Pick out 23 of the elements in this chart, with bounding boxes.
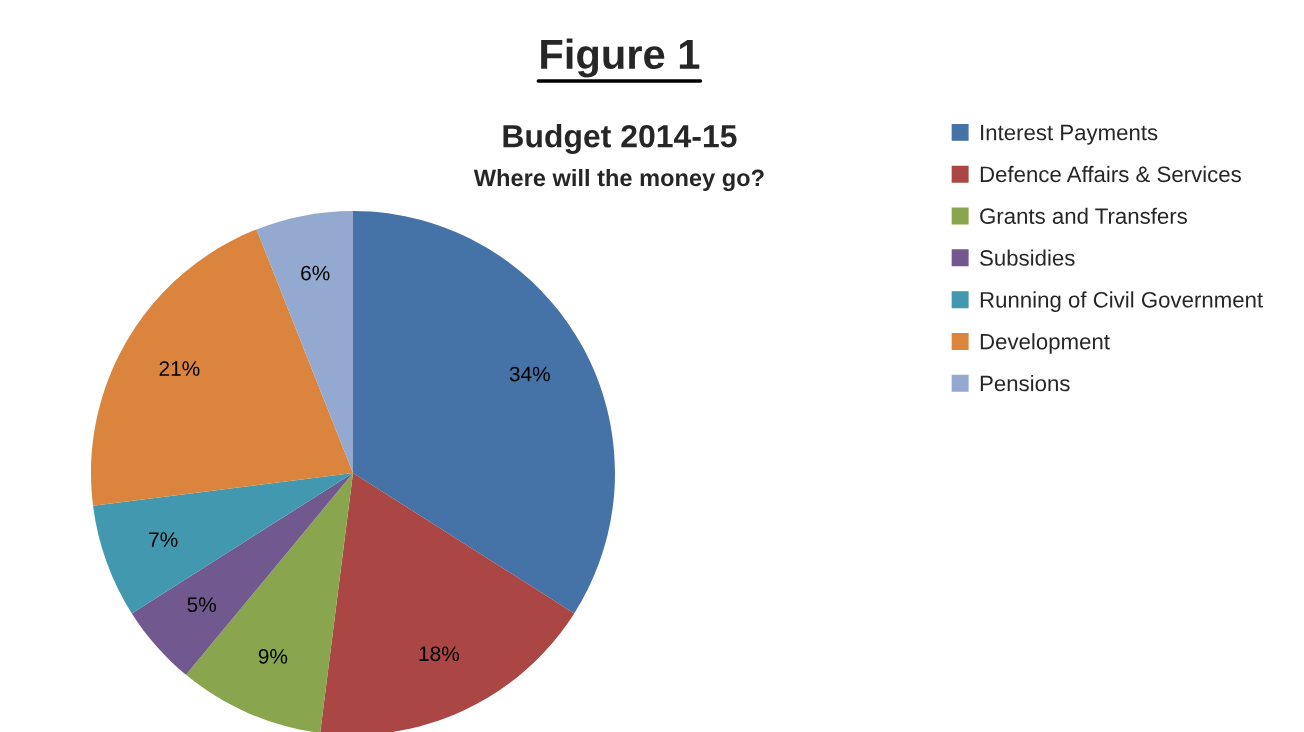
data-label: 34% <box>509 366 550 382</box>
legend-label: Development <box>980 333 1110 354</box>
data-label: 21% <box>159 361 200 376</box>
legend-label: Grants and Transfers <box>980 207 1187 224</box>
legend-label: Defence Affairs & Services <box>980 165 1241 183</box>
pie-slice <box>131 473 353 675</box>
pie-slice <box>256 211 353 473</box>
legend-label: Interest Payments <box>981 124 1158 145</box>
chart-title: Budget 2014-15 <box>503 124 737 154</box>
legend-label: Pensions <box>980 374 1070 392</box>
text: Where will the money go? <box>473 168 764 192</box>
data-label: 9% <box>258 648 288 664</box>
legend-label: Running of Civil Government <box>980 291 1263 313</box>
data-label: 5% <box>187 597 216 613</box>
data-label: 6% <box>301 265 330 281</box>
caption: Figure 1 <box>541 38 700 78</box>
data-label: 7% <box>149 532 178 547</box>
pie-slice <box>93 473 353 614</box>
pie-slice <box>91 229 353 506</box>
data-label: 18% <box>419 646 459 662</box>
pie-slice <box>185 473 353 732</box>
legend-label: Subsidies <box>980 249 1075 266</box>
pie-slice <box>320 473 575 732</box>
